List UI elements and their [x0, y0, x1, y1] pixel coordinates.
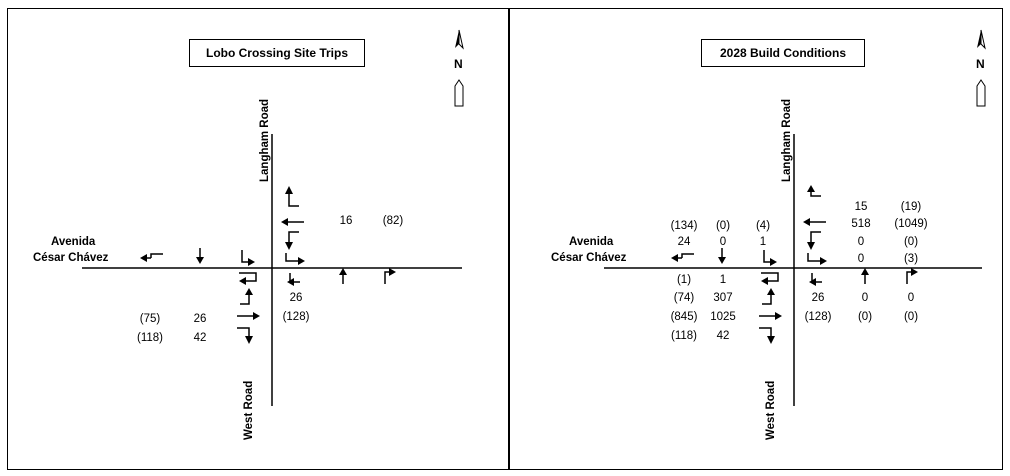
nb-left-volume-pm: (128) — [282, 311, 310, 323]
wb-left-turn-arrow-icon — [810, 231, 821, 245]
eb-through-volume-pm: (845) — [670, 311, 698, 323]
eb-uturn-volume: 1 — [719, 274, 727, 286]
left-intersection-lines — [82, 29, 464, 406]
ns-street-top-label: Langham Road — [781, 98, 793, 182]
wb-through-volume-pm: (1049) — [894, 218, 928, 230]
eb-through-volume: 42 — [193, 332, 207, 344]
eb-right-volume: 42 — [716, 330, 730, 342]
right-panel-title: 2028 Build Conditions — [701, 39, 865, 67]
wb-right-volume: 15 — [854, 201, 868, 213]
eb-left-turn-arrow-icon — [762, 292, 772, 305]
nb-through-volume-pm: (0) — [857, 311, 873, 323]
sb-through-volume-pm: (0) — [715, 220, 731, 232]
ew-street-label-line2: César Chávez — [33, 252, 109, 264]
nb-left-volume: 26 — [289, 292, 303, 304]
eb-right-turn-arrow-icon — [759, 327, 772, 338]
wb-right-turn-arrow-icon — [288, 191, 299, 207]
nb-through-volume: 0 — [861, 292, 869, 304]
north-label: N — [454, 57, 463, 71]
sb-left-volume: 1 — [759, 236, 767, 248]
wb-left-volume-pm: (0) — [903, 236, 919, 248]
wb-through-volume: 518 — [851, 218, 871, 230]
eb-left-volume: 307 — [713, 292, 733, 304]
wb-left-turn-arrow-icon — [288, 231, 299, 245]
eb-left-volume: 26 — [193, 313, 207, 325]
left-panel: Lobo Crossing Site Trips N Langham Road … — [7, 8, 508, 470]
sb-through-volume: 0 — [719, 236, 727, 248]
wb-uturn-arrow-icon — [285, 253, 302, 262]
eb-left-volume-pm: (74) — [673, 292, 695, 304]
eb-uturn-arrow-icon — [761, 272, 779, 282]
ns-street-bottom-label: West Road — [765, 380, 777, 440]
eb-right-turn-arrow-icon — [237, 327, 250, 338]
sb-right-volume: 24 — [677, 236, 691, 248]
wb-uturn-volume: 0 — [857, 253, 865, 265]
nb-left-volume: 26 — [811, 292, 825, 304]
north-arrow-icon — [454, 29, 464, 107]
eb-uturn-volume-pm: (1) — [676, 274, 692, 286]
wb-uturn-arrow-icon — [807, 253, 824, 262]
wb-through-volume-pm: (82) — [382, 215, 404, 227]
north-arrow-icon — [976, 29, 986, 107]
eb-uturn-arrow-icon — [239, 272, 257, 282]
ns-street-bottom-label: West Road — [243, 380, 255, 440]
panel-divider — [508, 8, 510, 470]
nb-right-volume: 0 — [907, 292, 915, 304]
ew-street-label-line2: César Chávez — [551, 252, 627, 264]
north-label: N — [976, 57, 985, 71]
ns-street-top-label: Langham Road — [259, 98, 271, 182]
wb-uturn-volume-pm: (3) — [903, 253, 919, 265]
sb-right-turn-arrow-icon — [681, 253, 694, 258]
nb-right-volume-pm: (0) — [903, 311, 919, 323]
figure-frame — [7, 8, 1003, 470]
wb-through-volume: 16 — [339, 215, 353, 227]
right-panel: 2028 Build Conditions N Langham Road Wes… — [509, 8, 1003, 470]
wb-left-volume: 0 — [857, 236, 865, 248]
eb-left-volume-pm: (75) — [139, 313, 161, 325]
sb-right-volume-pm: (134) — [670, 220, 698, 232]
ew-street-label-line1: Avenida — [569, 236, 614, 248]
right-intersection-lines — [604, 29, 986, 406]
eb-through-volume-pm: (118) — [137, 332, 163, 344]
eb-left-turn-arrow-icon — [240, 292, 250, 305]
ew-street-label-line1: Avenida — [51, 236, 96, 248]
wb-right-volume-pm: (19) — [900, 201, 922, 213]
sb-left-volume-pm: (4) — [755, 220, 771, 232]
sb-right-turn-arrow-icon — [150, 253, 163, 258]
eb-right-volume-pm: (118) — [671, 330, 697, 342]
left-panel-title: Lobo Crossing Site Trips — [189, 39, 365, 67]
nb-left-volume-pm: (128) — [804, 311, 832, 323]
eb-through-volume: 1025 — [710, 311, 736, 323]
